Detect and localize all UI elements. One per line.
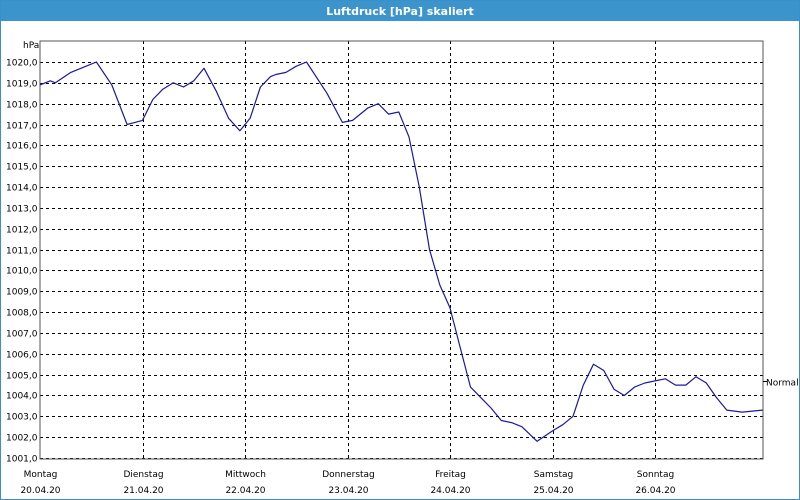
y-tick-label: 1015,0 bbox=[6, 163, 38, 173]
series-layer bbox=[39, 61, 763, 442]
window-title: Luftdruck [hPa] skaliert bbox=[1, 1, 799, 21]
pressure-series-line bbox=[39, 61, 763, 442]
y-tick-label: 1013,0 bbox=[6, 205, 38, 215]
y-tick-label: 1003,0 bbox=[6, 413, 38, 423]
y-tick-label: 1002,0 bbox=[6, 434, 38, 444]
grid-layer bbox=[40, 41, 763, 459]
x-tick-day: Donnerstag bbox=[322, 470, 375, 480]
y-tick-label: 1005,0 bbox=[6, 372, 38, 382]
x-tick-day: Mittwoch bbox=[225, 470, 266, 480]
x-tick-day: Montag bbox=[24, 470, 58, 480]
y-tick-label: 1017,0 bbox=[6, 122, 38, 132]
y-tick-label: 1007,0 bbox=[6, 330, 38, 340]
x-tick-date: 24.04.20 bbox=[430, 486, 470, 496]
y-tick-label: 1008,0 bbox=[6, 309, 38, 319]
x-tick-date: 21.04.20 bbox=[123, 486, 163, 496]
y-tick-label: 1018,0 bbox=[6, 101, 38, 111]
x-tick-date: 23.04.20 bbox=[328, 486, 368, 496]
axis-layer bbox=[39, 40, 767, 460]
y-tick-label: 1019,0 bbox=[6, 80, 38, 90]
x-tick-day: Sonntag bbox=[637, 470, 674, 480]
y-tick-label: 1020,0 bbox=[6, 59, 38, 69]
x-tick-date: 25.04.20 bbox=[533, 486, 573, 496]
y-tick-label: 1010,0 bbox=[6, 267, 38, 277]
y-tick-label: 1016,0 bbox=[6, 142, 38, 152]
plot-frame bbox=[39, 40, 764, 460]
y-tick-label: 1011,0 bbox=[6, 247, 38, 257]
x-tick-date: 26.04.20 bbox=[635, 486, 675, 496]
y-tick-label: 1014,0 bbox=[6, 184, 38, 194]
y-axis-label: hPa bbox=[23, 41, 39, 51]
y-tick-label: 1006,0 bbox=[6, 351, 38, 361]
x-tick-date: 22.04.20 bbox=[225, 486, 265, 496]
y-tick-label: 1004,0 bbox=[6, 392, 38, 402]
y-tick-label: 1012,0 bbox=[6, 226, 38, 236]
x-tick-day: Freitag bbox=[435, 470, 466, 480]
y-tick-label: 1001,0 bbox=[6, 455, 38, 465]
x-tick-date: 20.04.20 bbox=[20, 486, 60, 496]
label-layer: 1001,0 1002,0 1003,0 1004,0 1005,0 1006,0 1007… bbox=[6, 41, 799, 496]
y-tick-label: 1009,0 bbox=[6, 288, 38, 298]
reference-label: Normal bbox=[766, 379, 799, 389]
x-tick-day: Samstag bbox=[534, 470, 573, 480]
x-tick-day: Dienstag bbox=[123, 470, 163, 480]
